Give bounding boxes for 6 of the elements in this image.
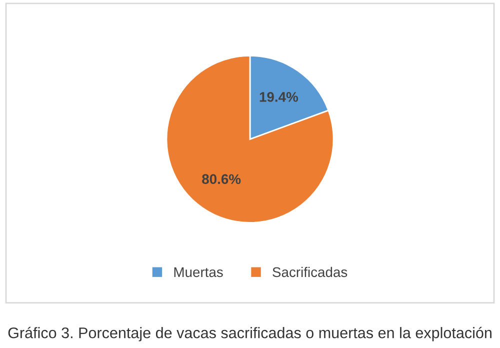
pie-slice bbox=[166, 54, 334, 224]
data-label: 19.4% bbox=[260, 92, 298, 102]
legend-label: Muertas bbox=[174, 267, 223, 278]
text: Gráfico 3. Porcentaje de vacas sacrificadas o muertas en la explotación bbox=[8, 326, 492, 342]
legend-label: Sacrificadas bbox=[272, 266, 348, 278]
data-label: 80.6% bbox=[202, 174, 241, 184]
